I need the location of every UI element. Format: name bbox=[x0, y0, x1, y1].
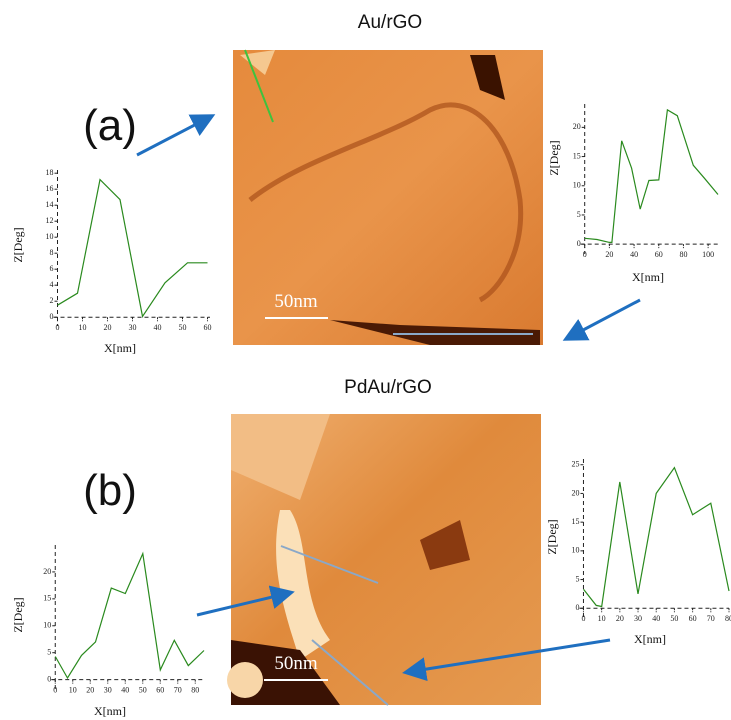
y-tick-label: 10 bbox=[43, 621, 51, 630]
x-tick-label: 60 bbox=[156, 685, 164, 694]
y-tick-label: 0 bbox=[47, 674, 51, 683]
y-tick-label: 6 bbox=[50, 264, 54, 273]
panel-title: PdAu/rGO bbox=[344, 377, 432, 398]
x-tick-label: 20 bbox=[86, 685, 94, 694]
panel-label: (b) bbox=[83, 466, 137, 515]
x-tick-label: 80 bbox=[679, 250, 687, 259]
x-tick-label: 40 bbox=[121, 685, 129, 694]
x-tick-label: 0 bbox=[583, 250, 587, 259]
y-tick-label: 10 bbox=[573, 181, 581, 190]
y-tick-label: 5 bbox=[47, 648, 51, 657]
y-tick-label: 20 bbox=[571, 488, 579, 497]
x-tick-label: 40 bbox=[630, 250, 638, 259]
y-axis-label: Z[Deg] bbox=[547, 140, 561, 175]
y-tick-label: 2 bbox=[50, 296, 54, 305]
x-axis-label: X[nm] bbox=[104, 341, 136, 355]
y-tick-label: 10 bbox=[46, 232, 54, 241]
y-axis-label: Z[Deg] bbox=[11, 597, 25, 632]
x-tick-label: 100 bbox=[702, 250, 714, 259]
x-tick-label: 10 bbox=[598, 614, 606, 623]
y-axis-label: Z[Deg] bbox=[545, 519, 559, 554]
y-tick-label: 20 bbox=[573, 122, 581, 131]
x-tick-label: 50 bbox=[179, 323, 187, 332]
y-tick-label: 5 bbox=[575, 574, 579, 583]
y-tick-label: 15 bbox=[43, 594, 51, 603]
panel-label: (a) bbox=[83, 101, 137, 150]
x-axis-label: X[nm] bbox=[634, 632, 666, 646]
y-tick-label: 0 bbox=[50, 312, 54, 321]
x-tick-label: 60 bbox=[204, 323, 212, 332]
x-tick-label: 0 bbox=[53, 685, 57, 694]
y-axis-label: Z[Deg] bbox=[11, 227, 25, 262]
y-tick-label: 14 bbox=[46, 200, 54, 209]
x-tick-label: 50 bbox=[670, 614, 678, 623]
x-tick-label: 70 bbox=[174, 685, 182, 694]
y-tick-label: 16 bbox=[46, 184, 54, 193]
y-tick-label: 15 bbox=[571, 517, 579, 526]
y-tick-label: 18 bbox=[46, 168, 54, 177]
y-tick-label: 15 bbox=[573, 151, 581, 160]
data-line bbox=[584, 108, 719, 243]
y-tick-label: 5 bbox=[577, 210, 581, 219]
y-tick-label: 10 bbox=[571, 546, 579, 555]
afm-image-a bbox=[233, 49, 543, 345]
y-tick-label: 20 bbox=[43, 567, 51, 576]
x-tick-label: 80 bbox=[725, 614, 731, 623]
panel-title: Au/rGO bbox=[358, 12, 422, 33]
x-tick-label: 60 bbox=[655, 250, 663, 259]
x-tick-label: 80 bbox=[191, 685, 199, 694]
x-tick-label: 30 bbox=[104, 685, 112, 694]
x-tick-label: 20 bbox=[616, 614, 624, 623]
x-tick-label: 0 bbox=[56, 323, 60, 332]
x-tick-label: 50 bbox=[139, 685, 147, 694]
arrows bbox=[136, 114, 641, 682]
x-tick-label: 30 bbox=[129, 323, 137, 332]
scale-bar-label: 50nm bbox=[274, 653, 318, 674]
x-tick-label: 10 bbox=[69, 685, 77, 694]
x-tick-label: 60 bbox=[689, 614, 697, 623]
y-tick-label: 25 bbox=[571, 460, 579, 469]
afm-image-b bbox=[227, 414, 541, 706]
x-axis-label: X[nm] bbox=[632, 270, 664, 284]
data-line bbox=[583, 466, 730, 608]
scale-bar-label: 50nm bbox=[274, 291, 318, 312]
x-tick-label: 20 bbox=[104, 323, 112, 332]
x-tick-label: 30 bbox=[634, 614, 642, 623]
x-tick-label: 20 bbox=[605, 250, 613, 259]
x-tick-label: 10 bbox=[79, 323, 87, 332]
x-tick-label: 40 bbox=[154, 323, 162, 332]
y-tick-label: 0 bbox=[575, 603, 579, 612]
x-tick-label: 0 bbox=[581, 614, 585, 623]
y-tick-label: 12 bbox=[46, 216, 54, 225]
x-axis-label: X[nm] bbox=[94, 704, 126, 718]
data-line bbox=[57, 178, 208, 318]
y-tick-label: 0 bbox=[577, 239, 581, 248]
data-line bbox=[54, 551, 205, 680]
x-tick-label: 70 bbox=[707, 614, 715, 623]
x-tick-label: 40 bbox=[652, 614, 660, 623]
y-tick-label: 8 bbox=[50, 248, 54, 257]
y-tick-label: 4 bbox=[50, 280, 54, 289]
